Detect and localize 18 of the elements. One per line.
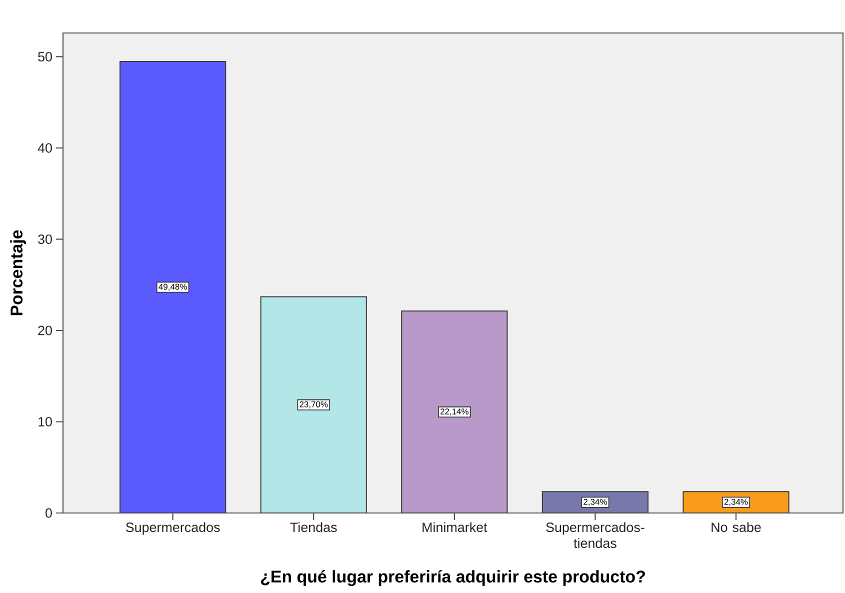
y-tick-label: 10 (38, 416, 52, 426)
x-tick-label: Tiendas (290, 522, 337, 532)
y-axis-title: Porcentaje (10, 230, 26, 316)
x-tick-label: Supermercados (126, 522, 220, 535)
data-label: 23,70% (300, 401, 328, 408)
x-tick-label: Minimarket (422, 522, 488, 532)
y-tick-label: 0 (46, 508, 52, 518)
data-label: 22,14% (440, 408, 468, 416)
data-label: 2,34% (584, 498, 607, 506)
data-label: 2,34% (724, 498, 748, 506)
x-tick-label: Supermercados-tiendas (546, 522, 644, 548)
y-tick-label: 30 (38, 234, 52, 244)
x-axis-title: ¿En qué lugar preferiría adquirir este producto? (261, 570, 645, 586)
data-label: 49,48% (158, 284, 187, 291)
y-tick-label: 50 (38, 52, 52, 62)
y-tick-label: 40 (38, 143, 52, 153)
x-tick-label: No sabe (712, 522, 761, 532)
y-tick-label: 20 (38, 326, 52, 336)
